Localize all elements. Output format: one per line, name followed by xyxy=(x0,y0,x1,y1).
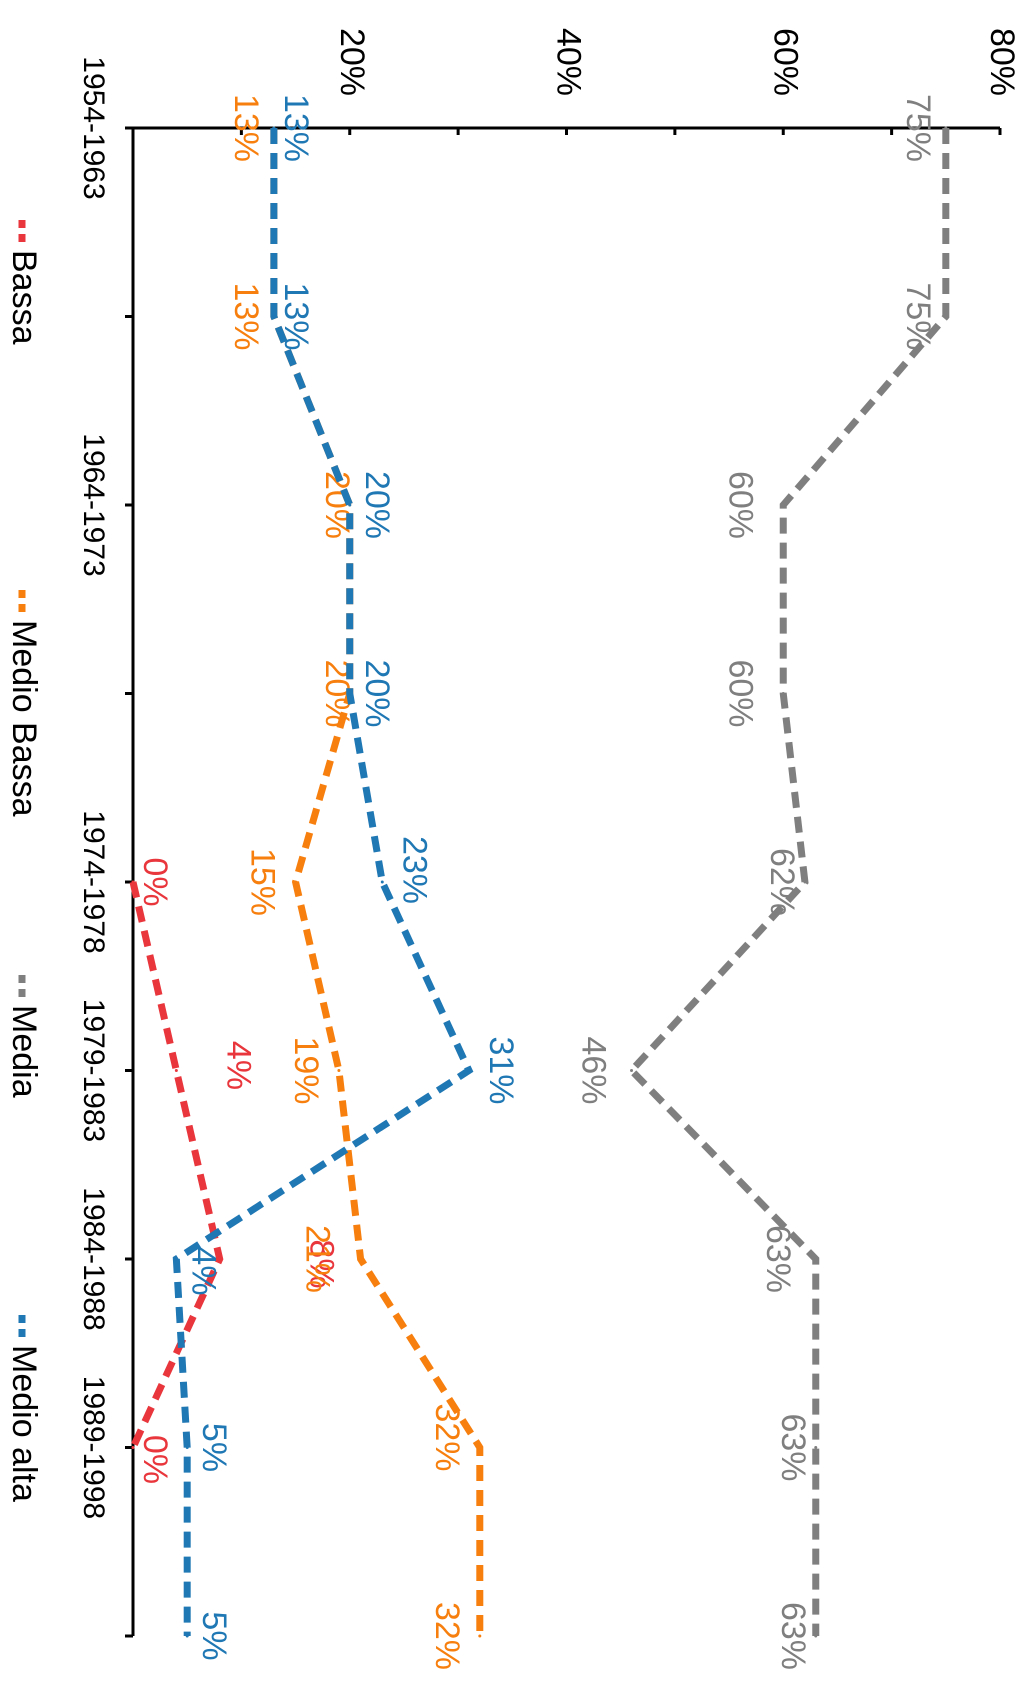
data-label-media: 46% xyxy=(575,1036,613,1104)
value-tick-label: 60% xyxy=(766,28,804,96)
data-label-media: 75% xyxy=(899,282,937,350)
data-point-bassa xyxy=(131,1446,135,1449)
legend-label-medio-bassa: Medio Bassa xyxy=(5,620,43,817)
legend-label-medio-alta: Medio alta xyxy=(5,1345,43,1502)
category-label: 1964-1973 xyxy=(77,433,110,576)
category-label: 1954-1963 xyxy=(77,56,110,199)
data-label-bassa: 0% xyxy=(136,1435,174,1484)
data-point-medio-bassa xyxy=(478,1446,482,1449)
category-label: 1984-1988 xyxy=(77,1187,110,1330)
series-line-medio-alta xyxy=(172,128,474,1636)
data-point-medio-alta xyxy=(467,1069,471,1072)
data-point-media xyxy=(803,880,807,884)
value-tick-label: 20% xyxy=(333,28,371,96)
data-point-medio-bassa xyxy=(478,1634,482,1638)
data-point-bassa xyxy=(174,1069,178,1072)
data-label-medio-alta: 13% xyxy=(277,282,315,350)
legend: Bassa Medio Bassa Media Medio alta xyxy=(5,220,43,1502)
data-point-medio-alta xyxy=(348,503,352,507)
data-point-medio-bassa xyxy=(359,1257,363,1261)
data-point-medio-bassa xyxy=(337,1069,341,1072)
data-label-medio-bassa: 19% xyxy=(287,1036,325,1104)
data-label-medio-bassa: 15% xyxy=(244,848,282,916)
category-label: 1989-1998 xyxy=(77,1376,110,1519)
data-point-media xyxy=(630,1069,634,1072)
data-label-media: 63% xyxy=(774,1602,812,1670)
data-point-media xyxy=(814,1446,818,1449)
data-point-media xyxy=(944,315,948,318)
data-label-medio-alta: 20% xyxy=(358,471,396,539)
data-label-medio-bassa: 13% xyxy=(227,282,265,350)
data-label-medio-bassa: 32% xyxy=(428,1602,466,1670)
legend-label-media: Media xyxy=(5,1005,43,1098)
data-label-media: 75% xyxy=(899,94,937,162)
data-label-media: 62% xyxy=(763,848,801,916)
data-label-medio-alta: 23% xyxy=(395,836,433,904)
data-point-medio-alta xyxy=(348,692,352,695)
data-label-bassa: 0% xyxy=(136,857,174,906)
data-label-medio-alta: 31% xyxy=(482,1036,520,1104)
data-point-media xyxy=(781,692,785,695)
data-point-media xyxy=(814,1634,818,1638)
data-label-medio-alta: 13% xyxy=(277,94,315,162)
data-label-medio-bassa: 32% xyxy=(428,1403,466,1471)
data-label-medio-alta: 20% xyxy=(358,659,396,727)
value-tick-label: 40% xyxy=(550,28,588,96)
data-label-media: 63% xyxy=(774,1413,812,1481)
data-label-bassa: 4% xyxy=(219,1041,257,1090)
plot-area: 20% 40% 60% 80% 1954-1963 1964-1973 1974-1978 1… xyxy=(77,28,1018,1670)
data-label-media: 60% xyxy=(721,659,759,727)
data-point-bassa xyxy=(131,880,135,884)
category-label: 1974-1978 xyxy=(77,810,110,953)
data-point-medio-alta xyxy=(174,1257,178,1261)
data-point-medio-alta xyxy=(185,1634,189,1638)
data-label-medio-bassa: 13% xyxy=(227,94,265,162)
data-label-bassa: 8% xyxy=(303,1239,341,1288)
data-label-medio-bassa: 21% xyxy=(299,1225,337,1293)
data-point-medio-alta xyxy=(272,315,276,318)
value-tick-label: 80% xyxy=(983,28,1018,96)
data-point-medio-bassa xyxy=(294,880,298,884)
category-label: 1979-1983 xyxy=(77,999,110,1142)
data-point-media xyxy=(781,503,785,507)
data-label-media: 60% xyxy=(721,471,759,539)
data-point-bassa xyxy=(218,1257,222,1261)
data-label-medio-alta: 4% xyxy=(184,1246,222,1295)
data-point-media xyxy=(944,126,948,130)
data-point-medio-alta xyxy=(272,126,276,130)
data-label-medio-alta: 5% xyxy=(195,1423,233,1472)
data-label-medio-alta: 5% xyxy=(195,1611,233,1660)
data-point-medio-alta xyxy=(380,880,384,884)
data-point-media xyxy=(814,1257,818,1261)
data-label-media: 63% xyxy=(759,1225,797,1293)
data-point-medio-alta xyxy=(185,1446,189,1449)
legend-label-bassa: Bassa xyxy=(5,250,43,345)
series-line-bassa xyxy=(129,881,224,1449)
